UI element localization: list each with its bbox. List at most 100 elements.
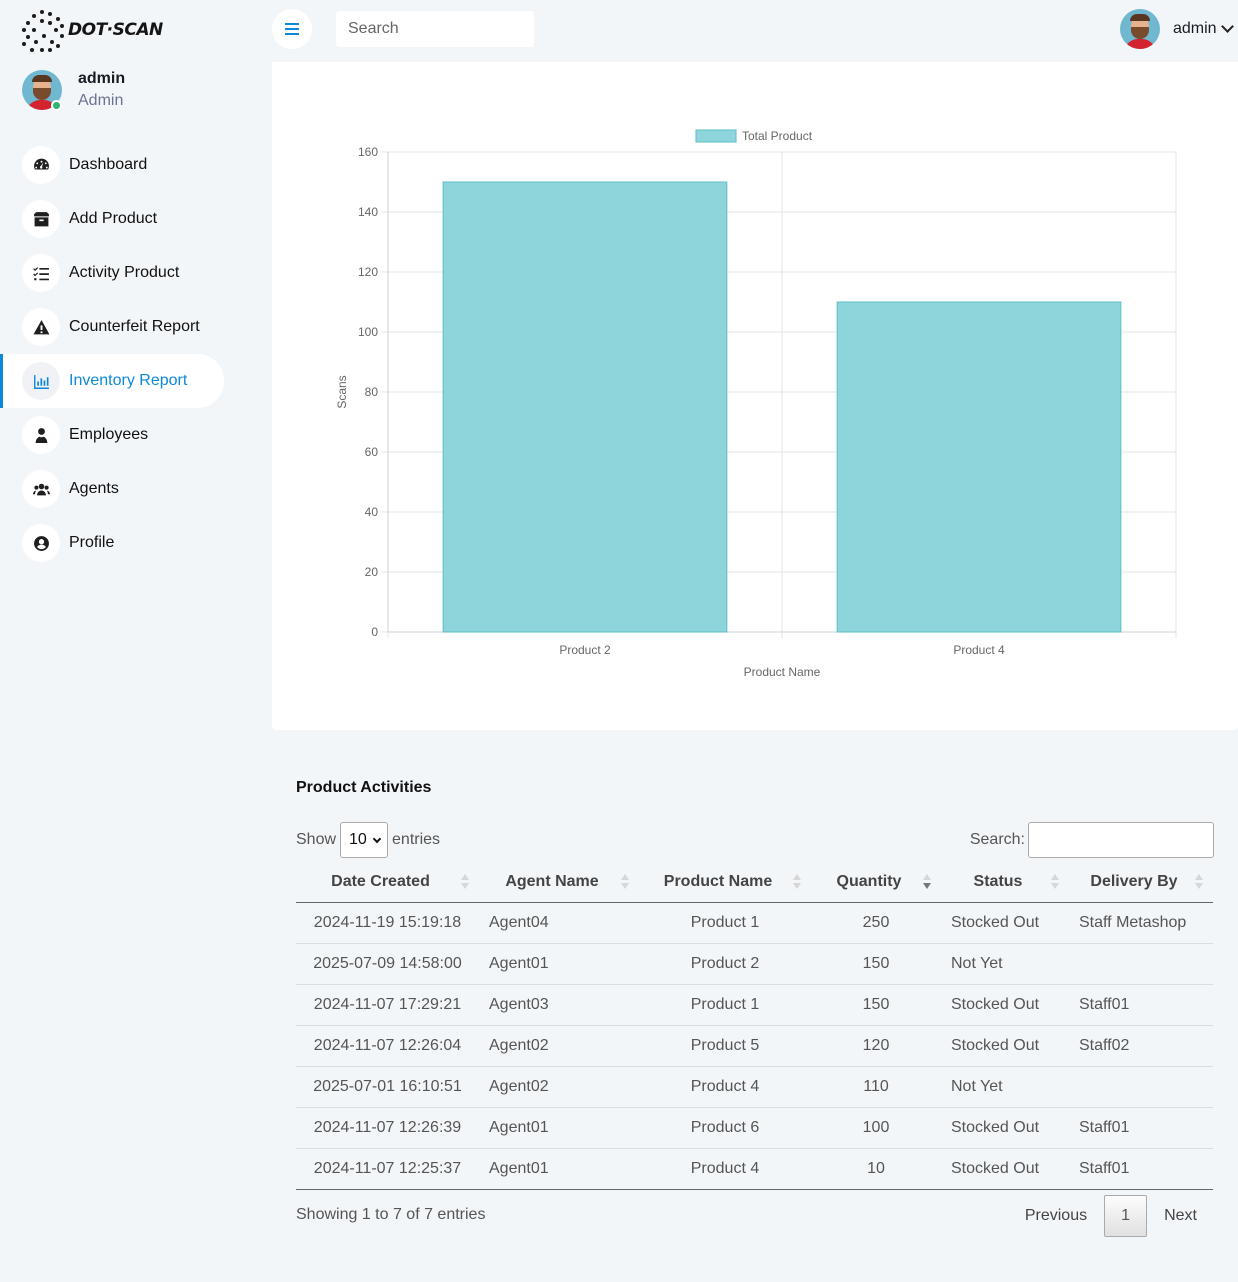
table-cell: Staff Metashop [1069, 902, 1213, 944]
table-row: 2024-11-07 17:29:21 Agent03 Product 1 150 St… [296, 984, 1213, 1026]
x-tick-label: Product 2 [559, 643, 611, 657]
column-header-date-created[interactable]: Date Created [296, 862, 479, 903]
table-cell: 2024-11-07 12:26:04 [296, 1025, 479, 1067]
sidebar-nav: Dashboard Add Product Activity Product Coun… [0, 138, 248, 570]
inventory-chart-card: 0 20 40 60 80 100 120 140 160 Product 2 Product 4 P… [272, 62, 1238, 730]
sidebar-item-label: Inventory Report [69, 372, 188, 389]
table-cell: 2024-11-19 15:19:18 [296, 902, 479, 944]
sort-icon [621, 874, 629, 890]
product-activities-card: Product Activities Show 10 entries Searc… [272, 756, 1238, 1260]
sidebar-user-name: admin [78, 70, 126, 87]
sidebar-item-add-product[interactable]: Add Product [0, 192, 224, 246]
table-row: 2025-07-09 14:58:00 Agent01 Product 2 150 No… [296, 943, 1213, 985]
previous-page-button[interactable]: Previous [1024, 1207, 1088, 1224]
search-input[interactable] [336, 11, 534, 47]
table-cell: Product 6 [639, 1107, 811, 1149]
search-label: Search: [969, 831, 1025, 848]
table-cell: Agent02 [479, 1066, 639, 1108]
table-cell: Stocked Out [941, 1107, 1069, 1149]
hamburger-icon [285, 23, 299, 35]
table-cell: Product 1 [639, 902, 811, 944]
pagination: Previous 1 Next [1008, 1195, 1214, 1237]
box-icon [22, 200, 60, 238]
table-cell: 2025-07-09 14:58:00 [296, 943, 479, 985]
table-cell: 150 [811, 943, 941, 985]
y-tick-label: 0 [371, 625, 378, 639]
page-length-control: Show 10 entries [296, 822, 440, 858]
table-cell: Product 1 [639, 984, 811, 1026]
table-row: 2024-11-07 12:26:39 Agent01 Product 6 100 St… [296, 1107, 1213, 1149]
sidebar-item-label: Dashboard [69, 156, 148, 173]
current-page-button[interactable]: 1 [1104, 1195, 1148, 1237]
table-cell: 2025-07-01 16:10:51 [296, 1066, 479, 1108]
table-info: Showing 1 to 7 of 7 entries [296, 1206, 486, 1223]
column-header-delivery-by[interactable]: Delivery By [1069, 862, 1213, 903]
table-cell: 110 [811, 1066, 941, 1108]
table-cell: 250 [811, 902, 941, 944]
user-circle-icon [22, 524, 60, 562]
table-cell: 100 [811, 1107, 941, 1149]
sidebar-item-counterfeit-report[interactable]: Counterfeit Report [0, 300, 224, 354]
sidebar-item-label: Add Product [69, 210, 158, 227]
table-cell: Agent01 [479, 1107, 639, 1149]
table-cell: 2024-11-07 12:26:39 [296, 1107, 479, 1149]
table-cell: Stocked Out [941, 984, 1069, 1026]
table-cell: Agent03 [479, 984, 639, 1026]
warning-icon [22, 308, 60, 346]
table-cell: Agent01 [479, 1148, 639, 1190]
column-header-quantity[interactable]: Quantity [811, 862, 941, 903]
table-cell: Stocked Out [941, 902, 1069, 944]
dot-scan-logo-icon [20, 8, 66, 52]
user-tie-icon [22, 416, 60, 454]
table-cell: Stocked Out [941, 1025, 1069, 1067]
brand-logo[interactable]: DOT·SCAN [20, 8, 163, 52]
chevron-down-icon [1220, 19, 1234, 33]
sidebar-user: admin Admin [22, 70, 126, 111]
sidebar-user-role: Admin [78, 92, 124, 109]
sidebar-item-dashboard[interactable]: Dashboard [0, 138, 224, 192]
y-axis-title: Scans [335, 375, 349, 408]
list-check-icon [22, 254, 60, 292]
sidebar-item-activity-product[interactable]: Activity Product [0, 246, 224, 300]
sidebar-item-profile[interactable]: Profile [0, 516, 224, 570]
sort-icon [1195, 874, 1203, 890]
table-cell: 10 [811, 1148, 941, 1190]
bar-chart-icon [22, 362, 60, 400]
sidebar: DOT·SCAN admin Admin Dashboard Add Produc… [0, 0, 248, 1282]
y-tick-label: 60 [365, 445, 379, 459]
y-tick-label: 20 [365, 565, 379, 579]
sidebar-item-label: Activity Product [69, 264, 180, 281]
sort-icon [793, 874, 801, 890]
user-menu[interactable]: admin [1120, 9, 1234, 49]
bar-product-2 [442, 181, 728, 633]
table-cell: Product 4 [639, 1148, 811, 1190]
sidebar-item-employees[interactable]: Employees [0, 408, 224, 462]
y-tick-label: 120 [358, 265, 378, 279]
table-row: 2024-11-19 15:19:18 Agent04 Product 1 250 St… [296, 902, 1213, 944]
sidebar-item-inventory-report[interactable]: Inventory Report [0, 354, 224, 408]
table-cell [1069, 1066, 1213, 1108]
sort-icon [923, 874, 931, 890]
table-row: 2025-07-01 16:10:51 Agent02 Product 4 110 No… [296, 1066, 1213, 1108]
page-length-select[interactable]: 10 [340, 822, 389, 858]
entries-label: entries [392, 831, 441, 848]
table-cell: 2024-11-07 12:25:37 [296, 1148, 479, 1190]
chevron-down-icon [372, 834, 382, 844]
column-header-product-name[interactable]: Product Name [639, 862, 811, 903]
table-search-input[interactable] [1028, 822, 1214, 858]
sidebar-item-label: Counterfeit Report [69, 318, 200, 335]
table-cell: 2024-11-07 17:29:21 [296, 984, 479, 1026]
x-tick-label: Product 4 [953, 643, 1005, 657]
table-cell: Staff02 [1069, 1025, 1213, 1067]
table-cell: Not Yet [941, 1066, 1069, 1108]
column-header-agent-name[interactable]: Agent Name [479, 862, 639, 903]
table-cell: 150 [811, 984, 941, 1026]
sidebar-item-agents[interactable]: Agents [0, 462, 224, 516]
avatar [22, 70, 62, 111]
next-page-button[interactable]: Next [1164, 1207, 1197, 1224]
speedometer-icon [22, 146, 60, 184]
users-icon [22, 470, 60, 508]
menu-toggle-button[interactable] [272, 9, 312, 49]
y-tick-label: 100 [358, 325, 378, 339]
column-header-status[interactable]: Status [941, 862, 1069, 903]
